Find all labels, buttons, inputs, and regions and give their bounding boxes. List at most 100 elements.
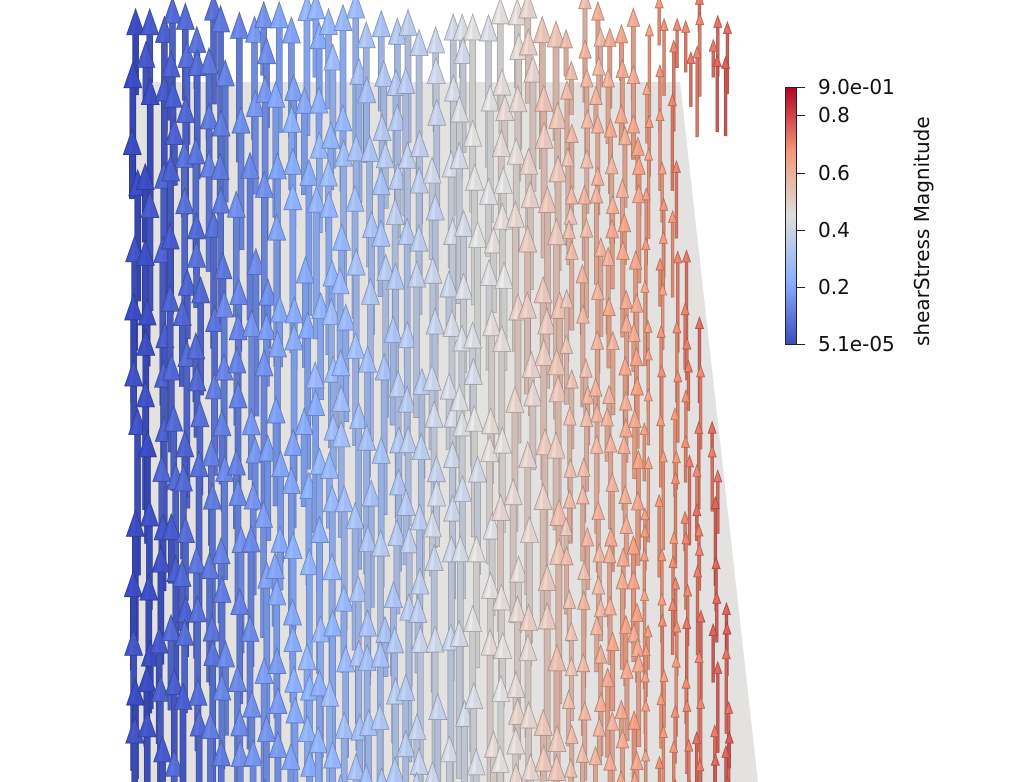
arrow-glyph	[346, 133, 366, 210]
arrow-glyph	[658, 724, 668, 782]
arrow-glyph	[694, 315, 705, 404]
arrow-glyph	[588, 745, 603, 782]
arrow-glyph	[618, 125, 632, 208]
arrow-glyph	[603, 595, 617, 665]
arrow-glyph	[654, 493, 664, 578]
arrow-glyph	[230, 587, 250, 705]
arrow-glyph	[243, 738, 263, 782]
arrow-glyph	[151, 545, 171, 665]
arrow-glyph	[124, 292, 144, 403]
arrow-glyph	[631, 490, 645, 566]
arrow-glyph	[606, 330, 620, 416]
arrow-glyph	[534, 744, 554, 782]
arrow-glyph	[124, 358, 144, 435]
arrow-glyph	[681, 531, 691, 610]
arrow-glyph	[211, 108, 231, 173]
arrow-glyph	[173, 682, 193, 782]
arrow-glyph	[268, 730, 288, 782]
colorbar-tick	[797, 173, 805, 174]
arrow-glyph	[559, 334, 574, 405]
arrow-glyph	[590, 113, 605, 191]
arrow-glyph	[230, 739, 250, 782]
arrow-glyph	[398, 425, 418, 527]
arrow-glyph	[245, 89, 265, 195]
arrow-glyph	[164, 117, 184, 186]
arrow-glyph	[630, 770, 639, 782]
arrow-glyph	[631, 183, 646, 284]
arrow-glyph	[655, 107, 665, 191]
arrow-glyph	[442, 309, 462, 412]
arrow-glyph	[605, 472, 620, 573]
arrow-glyph	[177, 339, 197, 509]
arrow-glyph	[712, 590, 722, 643]
arrow-glyph	[509, 762, 523, 782]
arrow-glyph	[409, 747, 429, 782]
arrow-glyph	[547, 643, 567, 782]
arrow-glyph	[619, 614, 633, 687]
arrow-glyph	[577, 700, 592, 781]
arrow-glyph	[616, 769, 626, 782]
arrow-glyph	[547, 753, 567, 782]
arrow-glyph	[673, 369, 683, 443]
arrow-glyph	[692, 463, 702, 522]
arrow-glyph	[298, 311, 318, 470]
arrow-glyph	[533, 482, 553, 627]
arrow-glyph	[468, 455, 488, 575]
colorbar-label-max: 9.0e-01	[818, 75, 895, 99]
colorbar-tick	[797, 287, 805, 288]
arrow-glyph	[137, 429, 157, 544]
arrow-glyph	[692, 731, 702, 782]
arrow-glyph	[654, 755, 665, 782]
arrow-glyph	[617, 434, 631, 511]
arrow-glyph	[630, 750, 644, 782]
arrow-glyph	[189, 708, 209, 782]
arrow-glyph	[603, 750, 617, 782]
arrow-glyph	[620, 659, 634, 742]
arrow-glyph	[428, 692, 448, 782]
arrow-glyph	[579, 407, 594, 492]
arrow-glyph	[439, 734, 459, 782]
arrow-glyph	[480, 628, 500, 782]
arrow-glyph	[407, 259, 427, 418]
arrow-glyph	[285, 695, 305, 782]
arrow-glyph	[562, 488, 577, 542]
arrow-glyph	[589, 85, 603, 129]
arrow-glyph	[346, 248, 366, 373]
arrow-glyph	[482, 308, 502, 458]
arrow-glyph	[455, 699, 475, 782]
arrow-glyph	[724, 730, 734, 769]
colorbar-label-min: 5.1e-05	[818, 332, 895, 356]
arrow-glyph	[334, 484, 354, 631]
arrow-glyph	[672, 17, 682, 68]
arrow-glyph	[721, 55, 731, 137]
arrow-glyph	[187, 240, 207, 308]
arrow-glyph	[228, 380, 248, 496]
arrow-glyph	[492, 426, 512, 533]
arrow-glyph	[152, 454, 172, 557]
arrow-glyph	[576, 484, 590, 562]
arrow-glyph	[641, 748, 651, 782]
arrow-glyph	[323, 42, 343, 169]
arrow-glyph	[643, 455, 653, 543]
arrow-glyph	[559, 545, 574, 615]
arrow-glyph	[385, 755, 405, 782]
arrow-glyph	[360, 134, 380, 268]
arrow-glyph	[626, 7, 641, 101]
arrow-glyph	[245, 435, 265, 511]
arrow-glyph	[200, 711, 220, 782]
arrow-glyph	[294, 86, 314, 195]
arrow-glyph	[683, 359, 693, 411]
arrow-glyph	[137, 709, 157, 782]
arrow-glyph	[710, 752, 720, 782]
arrow-glyphs	[122, 0, 734, 782]
arrow-glyph	[627, 408, 642, 480]
arrow-glyph	[592, 716, 607, 764]
arrow-glyph	[346, 752, 366, 782]
arrow-glyph	[122, 127, 142, 199]
arrow-glyph	[424, 760, 440, 782]
arrow-glyph	[188, 594, 208, 724]
arrow-glyph	[659, 17, 669, 96]
arrow-glyph	[726, 776, 730, 782]
arrow-glyph	[479, 177, 499, 257]
